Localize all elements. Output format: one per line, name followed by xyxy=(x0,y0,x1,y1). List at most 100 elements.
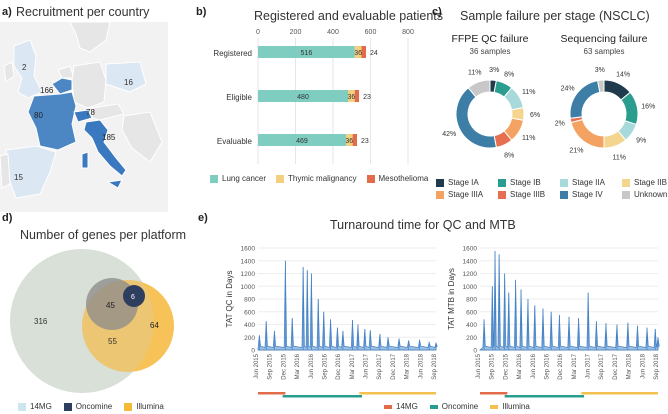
slice-label: 14% xyxy=(616,71,630,78)
legend-swatch xyxy=(210,174,218,183)
x-tick-label: Jun 2015 xyxy=(476,353,482,378)
x-tick-label: 200 xyxy=(290,29,302,36)
bar-value-label: 23 xyxy=(361,138,369,145)
bar-segment xyxy=(352,134,357,146)
legend-label: Stage IIIB xyxy=(510,190,546,199)
legend-swatch xyxy=(384,404,392,409)
bar-segment xyxy=(348,90,355,102)
panel-d-title: Number of genes per platform xyxy=(20,228,187,242)
legend-swatch xyxy=(436,190,444,199)
genes-venn: 316 45 55 64 6 xyxy=(10,249,174,393)
x-tick-label: Mar 2018 xyxy=(627,353,633,379)
slice-label: 3% xyxy=(489,67,499,74)
country-value: 166 xyxy=(40,86,54,95)
panel-c-label: c) xyxy=(432,6,442,18)
legend-swatch xyxy=(18,402,26,411)
legend-swatch xyxy=(490,404,499,409)
x-tick-label: Sep 2017 xyxy=(377,353,383,379)
y-tick-label: 1000 xyxy=(463,284,478,291)
slice-label: 6% xyxy=(530,112,540,119)
x-tick-label: Mar 2018 xyxy=(405,353,411,379)
venn-value-all: 45 xyxy=(106,301,115,310)
x-tick-label: Jun 2016 xyxy=(531,353,537,378)
y-tick-label: 800 xyxy=(466,297,477,304)
panel-d-label: d) xyxy=(2,212,13,224)
map-sicily xyxy=(106,179,123,189)
x-tick-label: Sep 2016 xyxy=(544,353,550,379)
bar-segment xyxy=(354,90,360,102)
x-tick-label: Mar 2017 xyxy=(350,353,356,379)
x-tick-label: 600 xyxy=(365,29,377,36)
y-tick-label: 200 xyxy=(244,335,255,342)
platform-period-bar xyxy=(504,395,585,398)
panel-b-label: b) xyxy=(196,6,207,18)
legend-swatch xyxy=(560,178,568,187)
legend-label: Oncomine xyxy=(75,402,113,411)
legend-swatch xyxy=(124,402,133,411)
map-scandinavia xyxy=(69,22,111,53)
bar-value-label: 480 xyxy=(297,94,309,101)
map-uk xyxy=(13,39,43,99)
venn-value-14mg-illumina: 55 xyxy=(108,337,117,346)
x-tick-label: Sep 2018 xyxy=(654,353,660,379)
bar-value-label: 24 xyxy=(370,50,378,57)
legend-swatch xyxy=(498,190,506,199)
x-tick-label: Sep 2018 xyxy=(432,353,438,379)
period-legend: 14MG Oncomine Illumina xyxy=(384,402,530,411)
legend-label: Illumina xyxy=(502,402,530,411)
x-tick-label: 800 xyxy=(402,29,414,36)
tat-mtb-chart: TAT MTB in Days 0 200 400 600 800 1000 1200 1400… xyxy=(447,246,660,398)
panel-b-title: Registered and evaluable patients xyxy=(254,9,444,23)
bar-segment xyxy=(258,134,346,146)
x-tick-label: Dec 2016 xyxy=(336,353,342,379)
slice-label: 16% xyxy=(641,104,655,111)
donut-slice xyxy=(467,79,491,98)
legend-swatch xyxy=(622,178,630,187)
x-tick-label: Jun 2015 xyxy=(254,353,260,378)
donut-slice xyxy=(570,118,605,149)
panel-e-label: e) xyxy=(198,212,208,224)
y-tick-label: 1200 xyxy=(463,271,478,278)
donut-slice xyxy=(597,79,605,93)
legend-label: Unknown xyxy=(634,190,668,199)
country-value: 185 xyxy=(102,133,116,142)
slice-label: 11% xyxy=(468,70,482,77)
legend-label: Stage IIA xyxy=(572,178,605,187)
x-tick-label: Dec 2017 xyxy=(613,353,619,379)
x-tick-label: Mar 2017 xyxy=(572,353,578,379)
slice-label: 24% xyxy=(561,86,575,93)
map-spain xyxy=(5,145,57,199)
slice-label: 11% xyxy=(522,89,536,96)
bar-segment xyxy=(361,46,366,58)
legend-swatch xyxy=(63,402,72,411)
tat-area-series xyxy=(479,251,660,351)
slice-label: 9% xyxy=(636,137,646,144)
registered-patients-chart: 0 200 400 600 800 Registered 516 36 24 Eligible 48… xyxy=(213,29,414,164)
slice-label: 11% xyxy=(612,154,626,161)
x-tick-label: Sep 2016 xyxy=(322,353,328,379)
tat-qc-chart: TAT QC in Days 0 200 400 600 800 1000 1200 1400 1… xyxy=(225,246,438,398)
venn-value-14mg: 316 xyxy=(34,317,48,326)
donut-title: FFPE QC failure xyxy=(451,33,528,45)
slice-label: 11% xyxy=(522,135,536,142)
x-tick-label: Jun 2018 xyxy=(640,353,646,378)
x-tick-label: Jun 2017 xyxy=(586,353,592,378)
legend-label: Illumina xyxy=(136,402,164,411)
x-tick-label: Sep 2017 xyxy=(599,353,605,379)
slice-label: 42% xyxy=(442,131,456,138)
map-balkans xyxy=(121,111,163,163)
y-tick-label: 1200 xyxy=(241,271,256,278)
y-tick-label: 0 xyxy=(473,348,477,355)
category-label: Eligible xyxy=(226,93,252,102)
y-tick-label: 0 xyxy=(251,348,255,355)
x-tick-label: Mar 2016 xyxy=(517,353,523,379)
legend-swatch xyxy=(436,178,444,187)
venn-legend: 14MG Oncomine Illumina xyxy=(18,402,164,411)
slice-label: 8% xyxy=(504,71,514,78)
country-value: 78 xyxy=(86,108,95,117)
x-tick-label: Jun 2016 xyxy=(309,353,315,378)
legend-swatch xyxy=(498,178,506,187)
europe-map: 2 166 80 15 78 185 16 xyxy=(0,22,168,212)
y-tick-label: 1400 xyxy=(241,258,256,265)
x-tick-label: Mar 2016 xyxy=(295,353,301,379)
